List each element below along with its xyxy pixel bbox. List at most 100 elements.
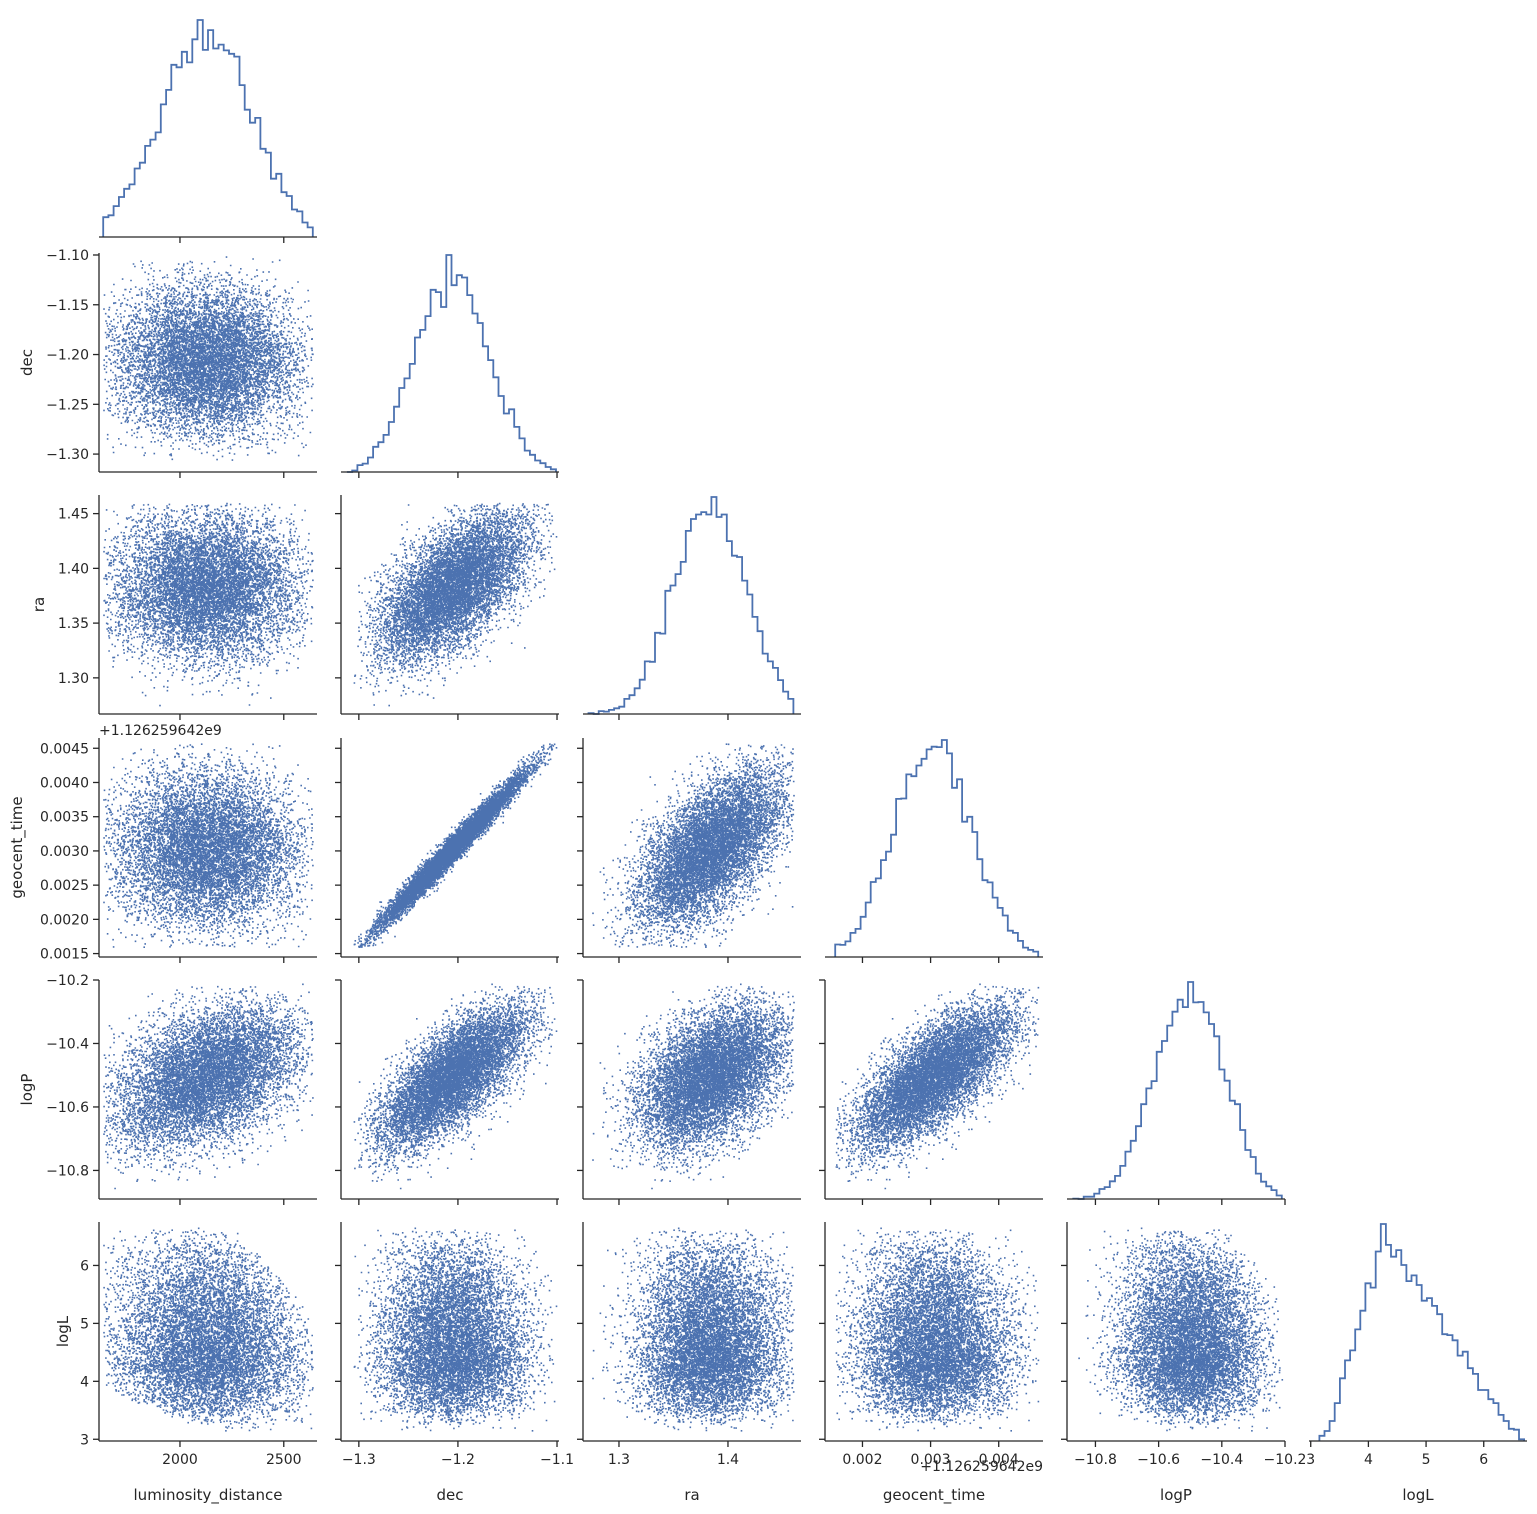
panel-logL-vs-luminosity_distance: 2000 2500 3 4 5 6 <box>80 1222 317 1468</box>
panel-logL-vs-dec: −1.3 −1.2 −1.1 <box>335 1222 574 1468</box>
x-tick-label: 0.004 <box>979 1452 1019 1468</box>
x-tick-label: 1.4 <box>717 1452 739 1468</box>
point-cloud <box>592 1227 795 1432</box>
histogram-geocent_time <box>834 739 1040 957</box>
panel-logP-vs-ra <box>577 979 801 1205</box>
x-tick-label: 0.003 <box>911 1452 951 1468</box>
panel-logL-vs-ra: 1.3 1.4 <box>577 1222 801 1468</box>
y-axis-label-dec: dec <box>18 349 36 376</box>
y-axis-label-logL: logL <box>54 1315 72 1347</box>
scatter-points-logL-luminosity_distance <box>103 1227 314 1432</box>
y-tick-label: −1.15 <box>46 298 89 314</box>
x-axis-label-dec: dec <box>437 1486 464 1504</box>
x-tick-label: 1.3 <box>608 1452 630 1468</box>
y-tick-label: −1.25 <box>46 397 89 413</box>
x-tick-label: 5 <box>1422 1452 1431 1468</box>
y-tick-label: −1.10 <box>46 248 89 264</box>
panel-logL-vs-logP: −10.8 −10.6 −10.4 −10.2 <box>1061 1222 1306 1468</box>
scatter-points-geocent_time-dec <box>353 743 558 948</box>
panel-geocent_time-vs-dec <box>335 738 559 963</box>
x-tick-label: −10.6 <box>1137 1452 1180 1468</box>
y-tick-label: 0.0015 <box>40 947 89 963</box>
point-cloud <box>353 743 558 948</box>
x-axis-label-ra: ra <box>684 1486 699 1504</box>
y-tick-label: −10.6 <box>46 1100 89 1116</box>
y-tick-label: 1.45 <box>58 507 89 523</box>
x-axis-label-logP: logP <box>1160 1486 1192 1504</box>
x-tick-label: −1.2 <box>441 1452 475 1468</box>
scatter-points-logP-luminosity_distance <box>103 983 314 1190</box>
point-cloud <box>103 256 314 461</box>
x-tick-label: −1.1 <box>540 1452 574 1468</box>
y-axis-label-ra: ra <box>30 597 48 612</box>
y-tick-label: 5 <box>80 1316 89 1332</box>
panel-luminosity_distance-vs-luminosity_distance <box>99 19 317 243</box>
y-tick-label: 0.0040 <box>40 775 89 791</box>
point-cloud <box>353 1227 558 1432</box>
y-tick-label: −10.8 <box>46 1163 89 1179</box>
scatter-points-geocent_time-luminosity_distance <box>103 743 314 948</box>
histogram-luminosity_distance <box>102 19 314 237</box>
point-cloud <box>103 743 314 948</box>
scatter-points-logL-dec <box>353 1227 558 1432</box>
panel-logP-vs-logP <box>1067 981 1286 1205</box>
y-tick-label: 0.0045 <box>40 741 89 757</box>
y-tick-label: 0.0025 <box>40 878 89 894</box>
scatter-points-ra-dec <box>353 502 558 707</box>
x-tick-label: −1.3 <box>342 1452 376 1468</box>
y-axis-label-geocent_time: geocent_time <box>8 796 27 898</box>
scatter-points-logL-ra <box>592 1227 795 1432</box>
panel-logL-vs-geocent_time: 0.002 0.003 0.004 <box>819 1222 1043 1468</box>
point-cloud <box>1078 1227 1284 1432</box>
panel-logP-vs-luminosity_distance: −10.8 −10.6 −10.4 −10.2 <box>46 973 317 1205</box>
panel-geocent_time-vs-ra <box>577 738 801 963</box>
point-cloud <box>353 983 558 1190</box>
x-tick-label: −10.2 <box>1264 1452 1307 1468</box>
y-tick-label: 4 <box>80 1374 89 1390</box>
y-tick-label: 0.0035 <box>40 810 89 826</box>
y-tick-label: 0.0020 <box>40 912 89 928</box>
panel-ra-vs-luminosity_distance: 1.30 1.35 1.40 1.45 <box>58 495 317 720</box>
scatter-points-logP-ra <box>592 983 795 1190</box>
point-cloud <box>103 983 314 1190</box>
histogram-dec <box>346 254 557 473</box>
point-cloud <box>592 743 795 948</box>
point-cloud <box>103 1227 314 1432</box>
y-axis-label-logP: logP <box>18 1074 36 1106</box>
scatter-points-logL-logP <box>1078 1227 1284 1432</box>
panel-geocent_time-vs-luminosity_distance: 0.0015 0.0020 0.0025 0.0030 0.0035 0.0040 0.00… <box>40 738 317 963</box>
scatter-points-ra-luminosity_distance <box>103 502 314 707</box>
y-tick-label: 6 <box>80 1258 89 1274</box>
x-offset-text: +1.126259642e9 <box>920 1459 1043 1475</box>
histogram-ra <box>587 496 795 715</box>
scatter-points-dec-luminosity_distance <box>103 256 314 461</box>
histogram-logP <box>1072 981 1283 1200</box>
x-axis-label-luminosity_distance: luminosity_distance <box>134 1486 283 1505</box>
x-tick-label: 0.002 <box>842 1452 882 1468</box>
scatter-points-geocent_time-ra <box>592 743 795 948</box>
x-tick-label: 2000 <box>162 1452 198 1468</box>
point-cloud <box>103 502 314 707</box>
panel-ra-vs-dec <box>335 495 559 720</box>
panel-ra-vs-ra <box>583 496 801 720</box>
y-tick-label: −1.30 <box>46 447 89 463</box>
y-tick-label: −10.2 <box>46 973 89 989</box>
histogram-logL <box>1318 1223 1525 1441</box>
x-axis-label-geocent_time: geocent_time <box>883 1486 985 1505</box>
x-tick-label: 2500 <box>266 1452 302 1468</box>
scatter-points-logP-geocent_time <box>835 983 1040 1190</box>
y-tick-label: 3 <box>80 1432 89 1448</box>
panel-logL-vs-logL: 3 4 5 6 <box>1306 1223 1527 1468</box>
x-axis-label-logL: logL <box>1402 1486 1434 1504</box>
scatter-points-logP-dec <box>353 983 558 1190</box>
y-tick-label: 1.35 <box>58 616 89 632</box>
panel-logP-vs-geocent_time <box>819 979 1043 1205</box>
panel-dec-vs-dec <box>341 254 559 478</box>
panel-logP-vs-dec <box>335 979 559 1205</box>
y-offset-text: +1.126259642e9 <box>99 723 222 739</box>
x-tick-label: 6 <box>1479 1452 1488 1468</box>
x-tick-label: 3 <box>1306 1452 1315 1468</box>
point-cloud <box>835 1227 1040 1432</box>
point-cloud <box>835 983 1040 1190</box>
